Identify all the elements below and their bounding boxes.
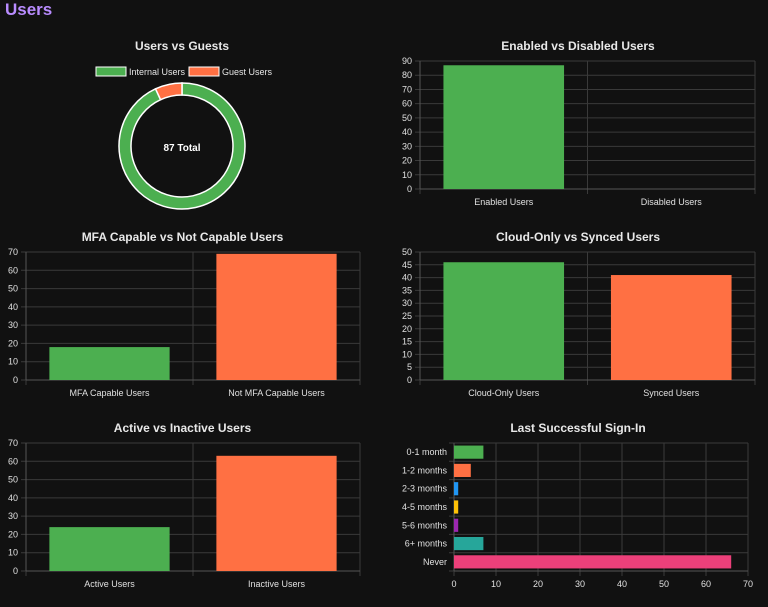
y-tick-label: 5: [407, 362, 412, 372]
y-tick-label: 20: [8, 338, 18, 348]
y-tick-label: 40: [402, 273, 412, 283]
y-tick-label: 60: [402, 99, 412, 109]
chart-title: Last Successful Sign-In: [510, 421, 645, 435]
x-tick-label: MFA Capable Users: [69, 388, 150, 398]
y-tick-label: 30: [8, 511, 18, 521]
y-tick-label: 10: [8, 548, 18, 558]
y-tick-label: 2-3 months: [402, 484, 448, 494]
donut-slices: [118, 82, 246, 210]
x-tick-label: 0: [451, 579, 456, 589]
y-tick-label: 30: [402, 298, 412, 308]
y-tick-label: 10: [8, 357, 18, 367]
y-tick-label: 30: [8, 320, 18, 330]
chart-cloud-vs-synced: Cloud-Only vs Synced Users 0 5 10 15 20 25 30 35…: [402, 230, 756, 398]
bar-3: [454, 500, 459, 514]
bar-0: [443, 65, 565, 189]
bar-0: [49, 347, 170, 380]
x-tick-label: Disabled Users: [641, 197, 703, 207]
y-tick-label: 70: [8, 438, 18, 448]
x-tick-label: Active Users: [84, 579, 135, 589]
y-tick-label: 0: [407, 184, 412, 194]
y-tick-label: 20: [402, 324, 412, 334]
legend-swatch-guest: [188, 66, 220, 77]
y-tick-label: 0-1 month: [406, 447, 447, 457]
chart-title: Cloud-Only vs Synced Users: [496, 230, 660, 244]
x-tick-label: Not MFA Capable Users: [228, 388, 325, 398]
bar-0: [443, 262, 565, 380]
y-tick-label: 20: [402, 156, 412, 166]
y-tick-label: 50: [8, 475, 18, 485]
y-tick-label: 80: [402, 70, 412, 80]
x-tick-label: 10: [491, 579, 501, 589]
y-tick-label: 70: [8, 247, 18, 257]
bar-2: [454, 482, 459, 496]
y-tick-label: 45: [402, 260, 412, 270]
y-tick-label: 40: [8, 493, 18, 503]
donut-slice-0: [118, 82, 246, 210]
x-tick-label: 20: [533, 579, 543, 589]
legend-swatch-internal: [95, 66, 127, 77]
chart-title: MFA Capable vs Not Capable Users: [82, 230, 284, 244]
chart-legend[interactable]: Internal Users Guest Users: [95, 66, 273, 77]
y-tick-label: 0: [13, 375, 18, 385]
y-tick-label: 30: [402, 141, 412, 151]
chart-enabled-vs-disabled: Enabled vs Disabled Users 0 10 20 30 40 50 60 70…: [402, 39, 756, 207]
y-tick-label: 90: [402, 56, 412, 66]
y-tick-label: 40: [402, 127, 412, 137]
bar-5: [454, 536, 484, 551]
bar-0: [49, 527, 170, 571]
x-tick-label: Enabled Users: [474, 197, 534, 207]
chart-last-sign-in: Last Successful Sign-In 0 10 20 30 40 50 60 70 0-…: [402, 421, 753, 589]
y-tick-label: 60: [8, 456, 18, 466]
y-tick-label: 50: [402, 113, 412, 123]
chart-title: Enabled vs Disabled Users: [501, 39, 655, 53]
bar-0: [454, 445, 484, 459]
y-tick-label: 35: [402, 285, 412, 295]
chart-mfa-capable: MFA Capable vs Not Capable Users 0 10 20 30 4…: [8, 230, 361, 398]
bar-6: [454, 555, 732, 569]
y-tick-label: 60: [8, 265, 18, 275]
bar-1: [610, 275, 732, 380]
x-tick-label: 30: [575, 579, 585, 589]
y-tick-label: 10: [402, 170, 412, 180]
chart-title: Users vs Guests: [135, 39, 229, 53]
bar-1: [216, 455, 337, 571]
bar-1: [454, 463, 471, 478]
chart-active-vs-inactive: Active vs Inactive Users 0 10 20 30 40 50 60 70 A…: [8, 421, 361, 589]
x-tick-label: Synced Users: [643, 388, 700, 398]
y-tick-label: 50: [402, 247, 412, 257]
y-tick-label: 25: [402, 311, 412, 321]
y-tick-label: 70: [402, 84, 412, 94]
y-tick-label: 5-6 months: [402, 520, 448, 530]
y-tick-label: Never: [423, 557, 447, 567]
donut-slice-1: [154, 82, 183, 101]
legend-label-guest: Guest Users: [222, 67, 273, 77]
y-tick-label: 40: [8, 302, 18, 312]
y-tick-label: 20: [8, 529, 18, 539]
y-tick-label: 0: [407, 375, 412, 385]
y-tick-label: 1-2 months: [402, 465, 448, 475]
x-tick-label: 50: [659, 579, 669, 589]
x-tick-label: 70: [743, 579, 753, 589]
x-tick-label: 40: [617, 579, 627, 589]
y-tick-label: 6+ months: [405, 539, 448, 549]
y-tick-label: 15: [402, 337, 412, 347]
bar-1: [216, 253, 337, 380]
y-tick-label: 0: [13, 566, 18, 576]
y-tick-label: 50: [8, 284, 18, 294]
y-tick-label: 4-5 months: [402, 502, 448, 512]
x-tick-label: Cloud-Only Users: [468, 388, 540, 398]
chart-title: Active vs Inactive Users: [114, 421, 252, 435]
y-tick-label: 10: [402, 349, 412, 359]
donut-center-total: 87 Total: [163, 143, 200, 154]
chart-users-vs-guests: Users vs Guests Internal Users Guest Use…: [95, 39, 273, 210]
page-title: Users: [5, 0, 53, 19]
bar-4: [454, 518, 459, 532]
legend-label-internal: Internal Users: [129, 67, 186, 77]
x-tick-label: 60: [701, 579, 711, 589]
x-tick-label: Inactive Users: [248, 579, 306, 589]
